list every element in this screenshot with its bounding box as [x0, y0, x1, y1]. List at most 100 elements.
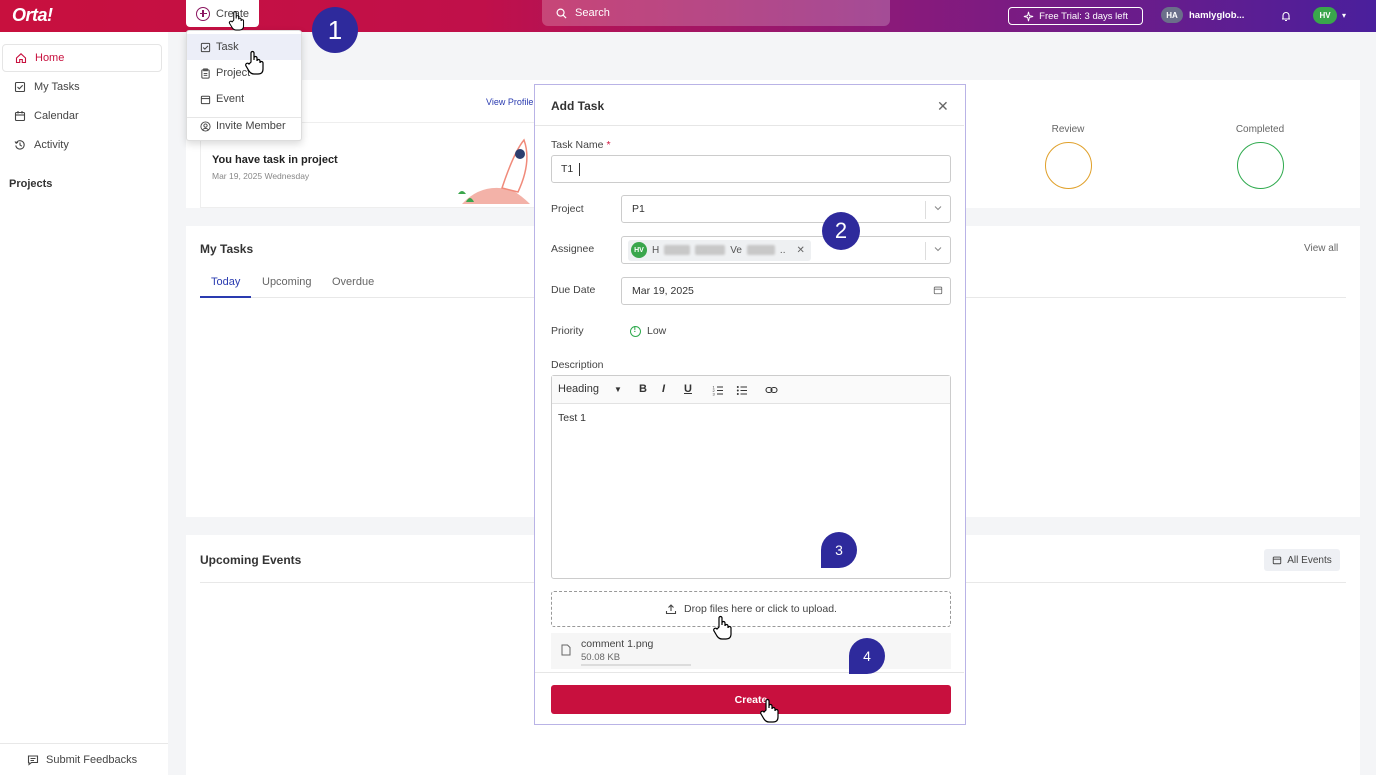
file-size: 50.08 KB — [581, 652, 621, 663]
bullet-list-icon[interactable] — [736, 384, 748, 396]
create-button[interactable]: Create — [186, 0, 259, 27]
free-trial-button[interactable]: Free Trial: 3 days left — [1008, 7, 1143, 25]
assignee-select[interactable]: HV H Ve .. ✕ — [621, 236, 951, 264]
modal-header-divider — [535, 125, 964, 126]
history-icon — [14, 140, 25, 150]
ordered-list-icon[interactable]: 123 — [712, 384, 724, 396]
search-placeholder: Search — [575, 7, 610, 19]
completed-label: Completed — [1235, 124, 1285, 135]
my-tasks-title: My Tasks — [200, 242, 254, 256]
italic-button[interactable]: I — [662, 383, 666, 395]
create-button-label: Create — [216, 7, 250, 20]
due-date-value: Mar 19, 2025 — [632, 285, 694, 297]
remove-tag-icon[interactable]: ✕ — [796, 244, 805, 256]
view-all-link[interactable]: View all — [1304, 243, 1339, 254]
svg-text:1: 1 — [713, 385, 716, 390]
menu-item-task[interactable]: Task — [187, 34, 301, 60]
text-cursor — [579, 162, 581, 176]
task-name-value: T1 — [561, 163, 574, 175]
top-bar: Orta! Create Search Free Trial: 3 days l… — [0, 0, 1376, 32]
due-date-input[interactable]: Mar 19, 2025 — [621, 277, 951, 305]
checkbox-icon — [200, 42, 211, 52]
project-select[interactable]: P1 — [621, 195, 951, 223]
create-task-button[interactable]: Create — [551, 685, 951, 714]
menu-item-event[interactable]: Event — [187, 86, 301, 112]
bell-icon[interactable] — [1280, 10, 1292, 22]
search-input[interactable]: Search — [542, 0, 890, 26]
task-name-input[interactable]: T1 — [551, 155, 951, 183]
heading-select[interactable]: Heading — [558, 383, 599, 395]
modal-title: Add Task — [551, 99, 605, 113]
redacted-text — [746, 245, 775, 255]
bold-button[interactable]: B — [639, 383, 647, 395]
completed-ring — [1237, 142, 1284, 189]
calendar-icon — [14, 111, 26, 122]
submit-feedback-button[interactable]: Submit Feedbacks — [0, 743, 168, 775]
step-marker-2: 2 — [822, 212, 860, 250]
priority-selector[interactable]: Low — [630, 325, 666, 337]
project-value: P1 — [632, 203, 645, 215]
upcoming-events-title: Upcoming Events — [200, 553, 302, 567]
priority-label: Priority — [551, 325, 584, 337]
view-profile-link[interactable]: View Profile — [486, 97, 534, 107]
home-icon — [15, 53, 27, 64]
assignee-tag: HV H Ve .. ✕ — [628, 239, 811, 261]
caret-down-icon[interactable]: ▼ — [614, 385, 622, 394]
user-avatar[interactable]: HV — [1313, 7, 1337, 24]
description-text: Test 1 — [558, 412, 587, 424]
priority-value: Low — [647, 325, 667, 337]
sidebar-item-label: Calendar — [34, 110, 79, 122]
review-ring — [1045, 142, 1092, 189]
calendar-icon — [933, 286, 943, 295]
step-marker-3: 3 — [821, 532, 857, 568]
all-events-label: All Events — [1287, 554, 1332, 566]
assignee-name-start: H — [652, 244, 660, 256]
link-icon[interactable] — [765, 384, 778, 396]
sidebar-item-label: My Tasks — [34, 81, 80, 93]
uploaded-file-item[interactable]: comment 1.png 50.08 KB — [551, 633, 951, 669]
menu-item-invite-member[interactable]: Invite Member — [187, 113, 301, 139]
modal-footer-divider — [535, 672, 964, 673]
sidebar-item-calendar[interactable]: Calendar — [2, 102, 162, 130]
assignee-label: Assignee — [551, 243, 595, 255]
all-events-button[interactable]: All Events — [1264, 549, 1340, 571]
assignee-name-mid: Ve — [730, 244, 742, 256]
tab-today[interactable]: Today — [211, 276, 241, 288]
calendar-icon — [200, 95, 211, 104]
chevron-down-icon[interactable]: ▾ — [1342, 11, 1347, 20]
app-logo[interactable]: Orta! — [12, 5, 53, 25]
sidebar-item-activity[interactable]: Activity — [2, 131, 162, 159]
sidebar-item-label: Home — [35, 52, 65, 64]
underline-button[interactable]: U — [684, 383, 692, 395]
workspace-avatar: HA — [1161, 7, 1183, 23]
file-upload-dropzone[interactable]: Drop files here or click to upload. — [551, 591, 951, 627]
rocket-illustration — [458, 138, 530, 204]
hand-cursor-icon — [228, 11, 245, 31]
priority-low-icon — [630, 325, 641, 337]
step-marker-1: 1 — [312, 7, 358, 53]
select-divider — [925, 201, 926, 219]
workspace-switcher[interactable]: HA hamlyglob... — [1161, 7, 1244, 23]
sidebar-item-home[interactable]: Home — [2, 44, 162, 72]
plus-circle-icon — [196, 6, 210, 21]
menu-item-project[interactable]: Project — [187, 60, 301, 86]
add-task-modal: Add Task ✕ Task Name * T1 Project P1 Ass… — [534, 84, 966, 725]
search-icon — [556, 8, 567, 19]
sidebar-item-label: Activity — [34, 139, 69, 151]
menu-divider — [187, 117, 301, 118]
step-marker-4: 4 — [849, 638, 885, 674]
tab-upcoming[interactable]: Upcoming — [262, 276, 312, 288]
assignee-avatar: HV — [631, 242, 647, 258]
due-date-label: Due Date — [551, 284, 596, 296]
submit-feedback-label: Submit Feedbacks — [46, 753, 138, 766]
project-label: Project — [551, 203, 584, 215]
user-add-icon — [200, 120, 211, 132]
file-icon — [561, 644, 571, 656]
menu-item-label: Invite Member — [216, 120, 286, 132]
close-icon[interactable]: ✕ — [937, 98, 949, 114]
sidebar-item-my-tasks[interactable]: My Tasks — [2, 73, 162, 101]
select-divider — [925, 242, 926, 260]
tab-overdue[interactable]: Overdue — [332, 276, 375, 288]
